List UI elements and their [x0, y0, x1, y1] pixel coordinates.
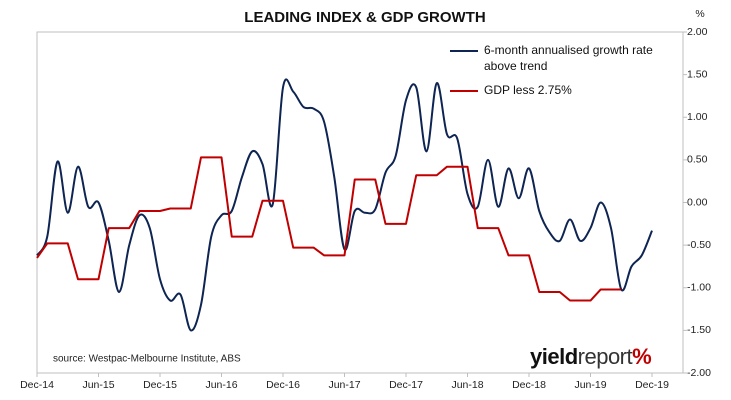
y-tick-label: 2.00	[687, 26, 708, 38]
x-tick-label: Jun-19	[574, 379, 606, 391]
logo: yieldreport%	[530, 344, 651, 369]
source-note: source: Westpac-Melbourne Institute, ABS	[53, 354, 241, 365]
y-unit: %	[695, 8, 704, 20]
chart-title: LEADING INDEX & GDP GROWTH	[244, 9, 485, 26]
y-tick-label: -1.00	[687, 282, 711, 294]
x-tick-label: Jun-18	[451, 379, 483, 391]
x-tick-label: Dec-19	[635, 379, 669, 391]
y-tick-label: 0.00	[687, 196, 708, 208]
x-tick-label: Dec-17	[389, 379, 423, 391]
y-tick-label: -1.50	[687, 324, 711, 336]
x-tick-label: Dec-15	[143, 379, 177, 391]
y-tick-label: 1.50	[687, 68, 708, 80]
x-tick-label: Dec-18	[512, 379, 546, 391]
x-tick-label: Dec-14	[20, 379, 54, 391]
y-tick-label: 1.00	[687, 111, 708, 123]
x-tick-label: Dec-16	[266, 379, 300, 391]
legend-swatch	[450, 90, 478, 92]
legend-label: GDP less 2.75%	[484, 83, 572, 97]
series-line	[36, 156, 622, 302]
y-tick-label: -2.00	[687, 367, 711, 379]
x-tick-label: Jun-15	[82, 379, 114, 391]
logo-part: yield	[530, 344, 578, 369]
logo-part: report	[578, 344, 633, 369]
legend-swatch	[450, 50, 478, 52]
y-tick-label: 0.50	[687, 154, 708, 166]
x-tick-label: Jun-17	[328, 379, 360, 391]
legend-entry: 6-month annualised growth rate above tre…	[450, 42, 684, 74]
series-line	[36, 78, 653, 332]
x-tick-label: Jun-16	[205, 379, 237, 391]
y-tick-label: -0.50	[687, 239, 711, 251]
logo-part: %	[632, 344, 651, 369]
legend-entry: GDP less 2.75%	[450, 82, 684, 98]
legend-label: 6-month annualised growth rate above tre…	[484, 43, 653, 73]
